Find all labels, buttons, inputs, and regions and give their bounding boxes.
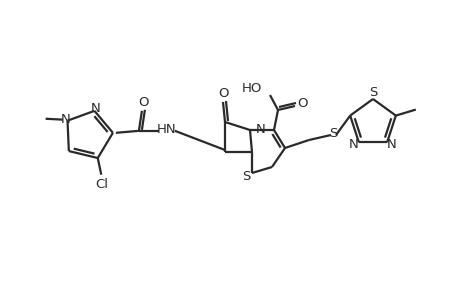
Text: S: S [368,85,376,98]
Text: Cl: Cl [95,178,108,191]
Text: O: O [138,96,149,109]
Text: N: N [61,113,70,126]
Text: N: N [256,122,265,136]
Text: S: S [241,169,250,182]
Text: N: N [348,138,358,151]
Text: N: N [90,102,100,116]
Text: N: N [386,138,396,151]
Text: HN: HN [157,123,176,136]
Text: HO: HO [241,82,262,94]
Text: O: O [218,86,229,100]
Text: O: O [297,97,308,110]
Text: S: S [328,127,336,140]
